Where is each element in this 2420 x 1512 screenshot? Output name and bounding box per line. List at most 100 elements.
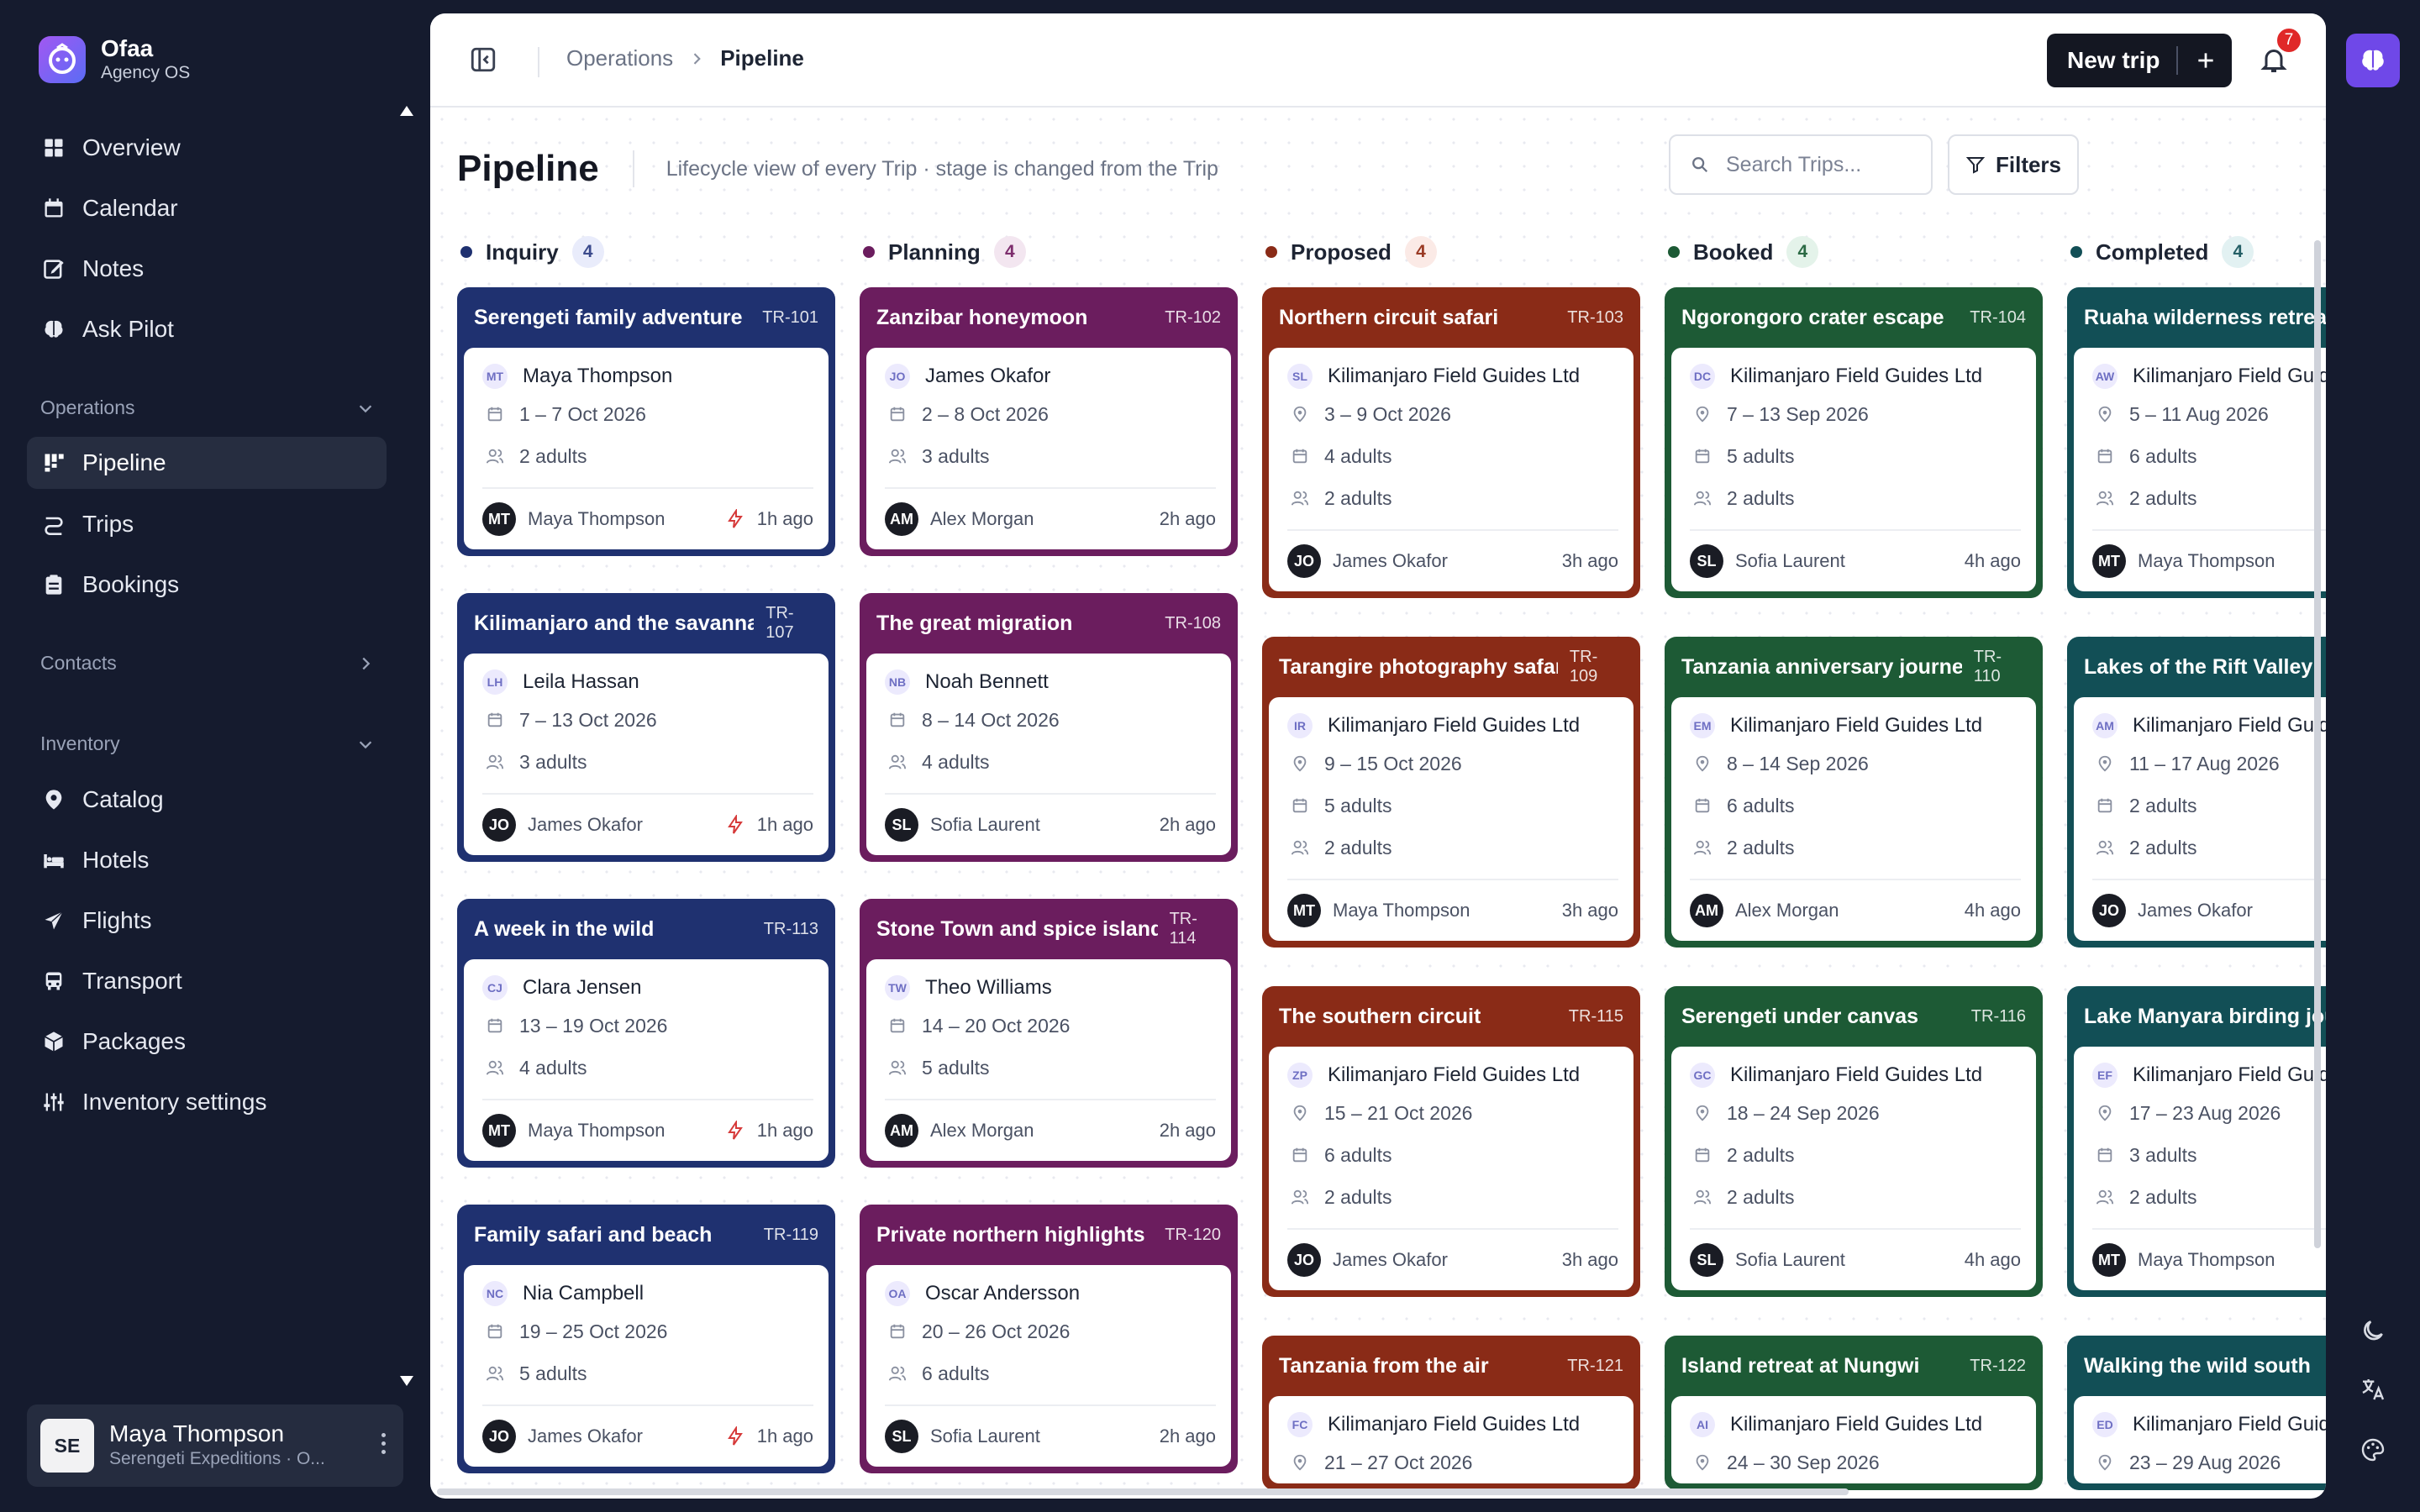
sidebar-item-calendar[interactable]: Calendar bbox=[27, 182, 387, 234]
contact-name: Kilimanjaro Field Guides Ltd bbox=[1328, 1063, 1581, 1086]
card-header: The southern circuit TR-115 bbox=[1269, 986, 1634, 1047]
trip-card[interactable]: Lakes of the Rift Valley AM Kilimanjaro Fi… bbox=[2067, 637, 2326, 948]
trip-dates: 20 – 26 Oct 2026 bbox=[885, 1310, 1216, 1352]
sidebar-scroll-down-icon[interactable] bbox=[400, 1376, 413, 1386]
trip-code: TR-101 bbox=[762, 307, 818, 327]
updated-time: 4h ago bbox=[1964, 1249, 2021, 1270]
updated-time: 3h ago bbox=[1561, 900, 1618, 921]
sidebar-item-catalog[interactable]: Catalog bbox=[27, 774, 387, 826]
calendar-icon bbox=[2097, 449, 2112, 464]
translate-icon[interactable] bbox=[2360, 1376, 2386, 1403]
search-input[interactable] bbox=[1726, 152, 1928, 177]
search-box[interactable] bbox=[1669, 134, 1933, 195]
trip-card[interactable]: Tanzania from the air TR-121 FC Kilimanjaro… bbox=[1262, 1336, 1640, 1490]
card-header: Family safari and beach TR-119 bbox=[464, 1205, 829, 1265]
contact-initials: LH bbox=[482, 669, 508, 695]
sidebar-item-hotels[interactable]: Hotels bbox=[27, 834, 387, 886]
trip-card[interactable]: Ruaha wilderness retreat AW Kilimanjaro Fi… bbox=[2067, 287, 2326, 598]
users-icon bbox=[888, 449, 907, 464]
trip-title: Walking the wild south bbox=[2084, 1353, 2311, 1378]
sidebar-item-overview[interactable]: Overview bbox=[27, 122, 387, 174]
sidebar-item-packages[interactable]: Packages bbox=[27, 1016, 387, 1068]
pin-icon bbox=[2098, 406, 2112, 423]
contact-initials: DC bbox=[1690, 364, 1715, 389]
trip-contact: NB Noah Bennett bbox=[885, 665, 1216, 699]
users-icon bbox=[2096, 840, 2114, 855]
sidebar-item-ask-pilot[interactable]: Ask Pilot bbox=[27, 303, 387, 355]
new-trip-button[interactable]: New trip bbox=[2047, 34, 2232, 87]
pipeline-column-proposed: Proposed 4 Northern circuit safari TR-103 SL… bbox=[1262, 227, 1640, 1490]
users-icon bbox=[486, 1366, 504, 1381]
card-header: Lakes of the Rift Valley bbox=[2074, 637, 2326, 697]
contact-initials: NC bbox=[482, 1281, 508, 1306]
trip-card[interactable]: Family safari and beach TR-119 NC Nia Campb… bbox=[457, 1205, 835, 1473]
sidebar-scroll-up-icon[interactable] bbox=[400, 106, 413, 116]
breadcrumb-parent[interactable]: Operations bbox=[566, 45, 674, 71]
contact-name: Kilimanjaro Field Guides Ltd bbox=[1328, 714, 1581, 737]
trip-card[interactable]: A week in the wild TR-113 CJ Clara Jensen 13… bbox=[457, 899, 835, 1168]
bell-icon[interactable] bbox=[2259, 44, 2289, 76]
trip-card[interactable]: Serengeti family adventure TR-101 MT Maya T… bbox=[457, 287, 835, 556]
kanban-icon bbox=[45, 454, 64, 472]
sidebar-item-pipeline[interactable]: Pipeline bbox=[27, 437, 387, 489]
updated-time: 1h ago bbox=[756, 814, 813, 835]
trip-card[interactable]: Kilimanjaro and the savannah TR-107 LH Leil… bbox=[457, 593, 835, 862]
trip-card[interactable]: The great migration TR-108 NB Noah Bennett 8… bbox=[860, 593, 1238, 862]
trip-card[interactable]: Private northern highlights TR-120 OA Oscar… bbox=[860, 1205, 1238, 1473]
plus-icon[interactable] bbox=[2195, 50, 2217, 71]
trip-code: TR-113 bbox=[763, 919, 818, 938]
section-inventory[interactable]: Inventory bbox=[40, 732, 375, 755]
card-body: CJ Clara Jensen 13 – 19 Oct 2026 4 adults MT… bbox=[464, 959, 829, 1161]
trip-card[interactable]: Ngorongoro crater escape TR-104 DC Kilimanj… bbox=[1665, 287, 2043, 598]
users-icon bbox=[2096, 1189, 2114, 1205]
card-header: Island retreat at Nungwi TR-122 bbox=[1671, 1336, 2036, 1396]
trip-dates: 8 – 14 Oct 2026 bbox=[885, 699, 1216, 741]
column-count-badge: 4 bbox=[993, 236, 1026, 268]
brand[interactable]: Ofaa Agency OS bbox=[39, 35, 190, 84]
avatar: AM bbox=[885, 1114, 918, 1147]
moon-icon[interactable] bbox=[2360, 1317, 2386, 1344]
card-header: Tanzania from the air TR-121 bbox=[1269, 1336, 1634, 1396]
trip-travellers: 4 adults bbox=[482, 1047, 813, 1089]
trip-owner: Maya Thompson bbox=[2138, 550, 2275, 571]
trip-card[interactable]: Lake Manyara birding journey EF Kilimanjar… bbox=[2067, 986, 2326, 1297]
trip-card[interactable]: Walking the wild south ED Kilimanjaro Fiel… bbox=[2067, 1336, 2326, 1490]
sidebar-toggle-icon[interactable] bbox=[469, 45, 497, 74]
filters-button[interactable]: Filters bbox=[1948, 134, 2079, 195]
trip-owner: James Okafor bbox=[528, 814, 643, 835]
trip-card[interactable]: Zanzibar honeymoon TR-102 JO James Okafor 2 … bbox=[860, 287, 1238, 556]
palette-icon[interactable] bbox=[2360, 1436, 2386, 1463]
trip-card[interactable]: Stone Town and spice islands TR-114 TW Theo… bbox=[860, 899, 1238, 1168]
card-header: The great migration TR-108 bbox=[866, 593, 1231, 654]
sidebar-item-bookings[interactable]: Bookings bbox=[27, 559, 387, 611]
calendar-icon bbox=[890, 1018, 905, 1033]
more-vertical-icon[interactable] bbox=[381, 1433, 387, 1458]
sidebar-item-notes[interactable]: Notes bbox=[27, 243, 387, 295]
sidebar-item-trips[interactable]: Trips bbox=[27, 498, 387, 550]
sidebar-item-flights[interactable]: Flights bbox=[27, 895, 387, 947]
section-contacts[interactable]: Contacts bbox=[40, 652, 375, 675]
pin-icon bbox=[1696, 406, 1709, 423]
column-count-badge: 4 bbox=[571, 236, 604, 268]
avatar: JO bbox=[1287, 544, 1321, 578]
sidebar-item-label: Inventory settings bbox=[82, 1089, 267, 1115]
ai-assistant-button[interactable] bbox=[2346, 34, 2400, 87]
vertical-scrollbar[interactable] bbox=[2314, 240, 2321, 1248]
sidebar-item-transport[interactable]: Transport bbox=[27, 955, 387, 1007]
section-label: Inventory bbox=[40, 732, 120, 754]
trip-card[interactable]: Island retreat at Nungwi TR-122 AI Kilimanj… bbox=[1665, 1336, 2043, 1490]
trip-card[interactable]: Tarangire photography safari TR-109 IR Kili… bbox=[1262, 637, 1640, 948]
trip-contact: MT Maya Thompson bbox=[482, 360, 813, 393]
bolt-icon bbox=[727, 815, 743, 834]
trip-card[interactable]: Serengeti under canvas TR-116 GC Kilimanjar… bbox=[1665, 986, 2043, 1297]
trip-card[interactable]: The southern circuit TR-115 ZP Kilimanjaro … bbox=[1262, 986, 1640, 1297]
calendar-icon bbox=[2097, 1147, 2112, 1163]
horizontal-scrollbar[interactable] bbox=[437, 1488, 1849, 1495]
trip-card[interactable]: Northern circuit safari TR-103 SL Kilimanja… bbox=[1262, 287, 1640, 598]
edit-icon bbox=[44, 260, 64, 279]
section-operations[interactable]: Operations bbox=[40, 396, 375, 419]
avatar: JO bbox=[1287, 1243, 1321, 1277]
trip-card[interactable]: Tanzania anniversary journey TR-110 EM Kili… bbox=[1665, 637, 2043, 948]
sidebar-item-inventory-settings[interactable]: Inventory settings bbox=[27, 1076, 387, 1128]
user-account[interactable]: SE Maya Thompson Serengeti Expeditions ·… bbox=[27, 1404, 403, 1487]
